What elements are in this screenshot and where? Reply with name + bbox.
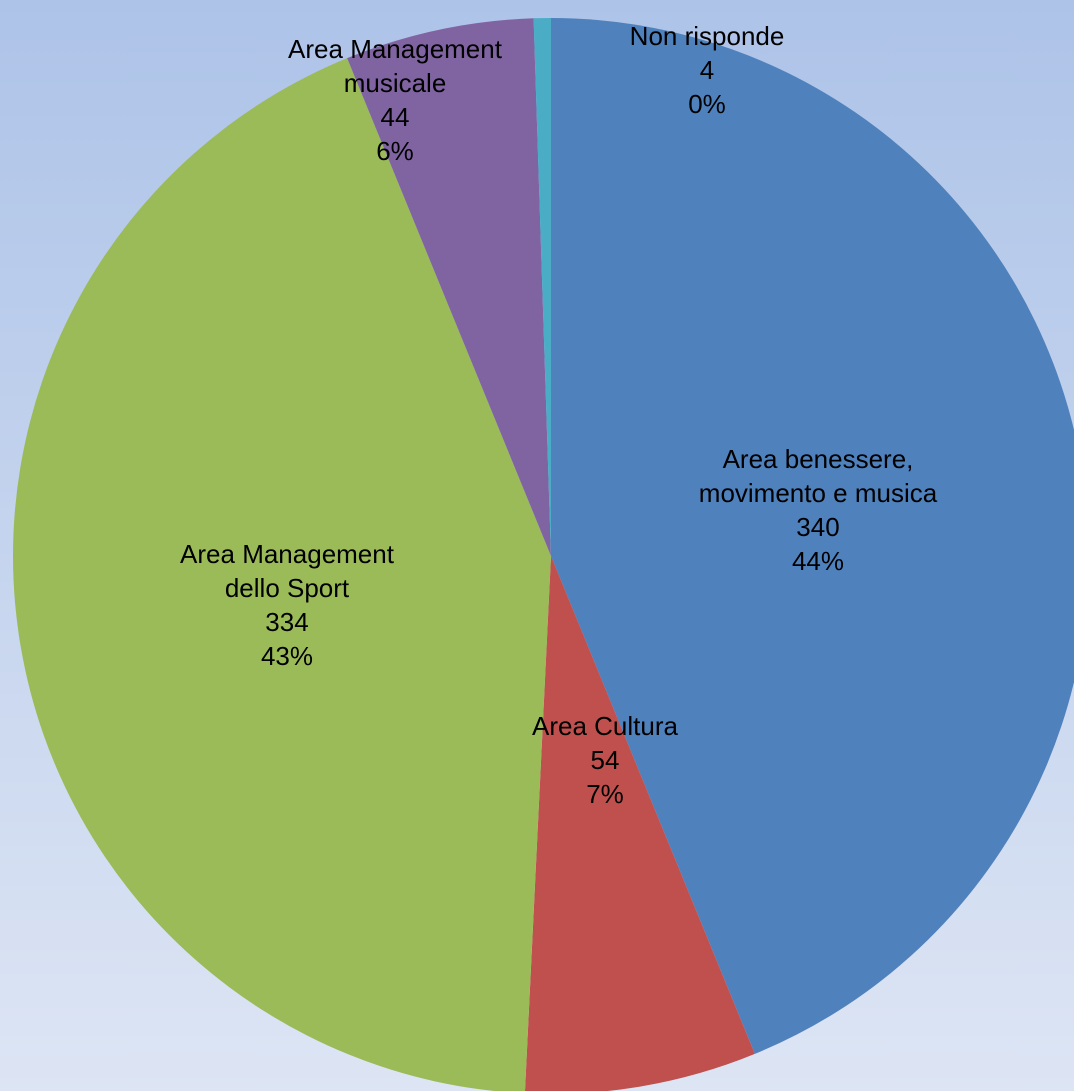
pie-slice: [533, 18, 551, 556]
label-percent: 7%: [586, 779, 624, 809]
pie-slice: [347, 18, 551, 556]
label-name: Area Cultura: [532, 711, 678, 741]
pie-slice: [13, 58, 551, 1091]
data-label: Non risponde 4 0%: [587, 19, 827, 121]
pie-slice: [524, 556, 755, 1091]
label-name: Area Management musicale: [288, 34, 502, 98]
label-percent: 6%: [376, 136, 414, 166]
label-name: Area benessere, movimento e musica: [698, 444, 938, 508]
label-value: 54: [590, 745, 620, 775]
label-value: 340: [796, 512, 840, 542]
label-value: 334: [265, 607, 309, 637]
pie-slice: [551, 18, 1074, 1054]
label-name: Area Management dello Sport: [180, 539, 394, 603]
data-label: Area Management dello Sport 334 43%: [167, 537, 407, 673]
label-percent: 0%: [688, 89, 726, 119]
data-label: Area Management musicale 44 6%: [275, 32, 515, 168]
label-name: Non risponde: [629, 21, 785, 51]
data-label: Area benessere, movimento e musica 340 44%: [673, 442, 963, 578]
data-label: Area Cultura 54 7%: [485, 709, 725, 811]
label-value: 44: [380, 102, 410, 132]
label-value: 4: [699, 55, 715, 85]
label-percent: 43%: [260, 641, 314, 671]
label-percent: 44%: [791, 546, 845, 576]
